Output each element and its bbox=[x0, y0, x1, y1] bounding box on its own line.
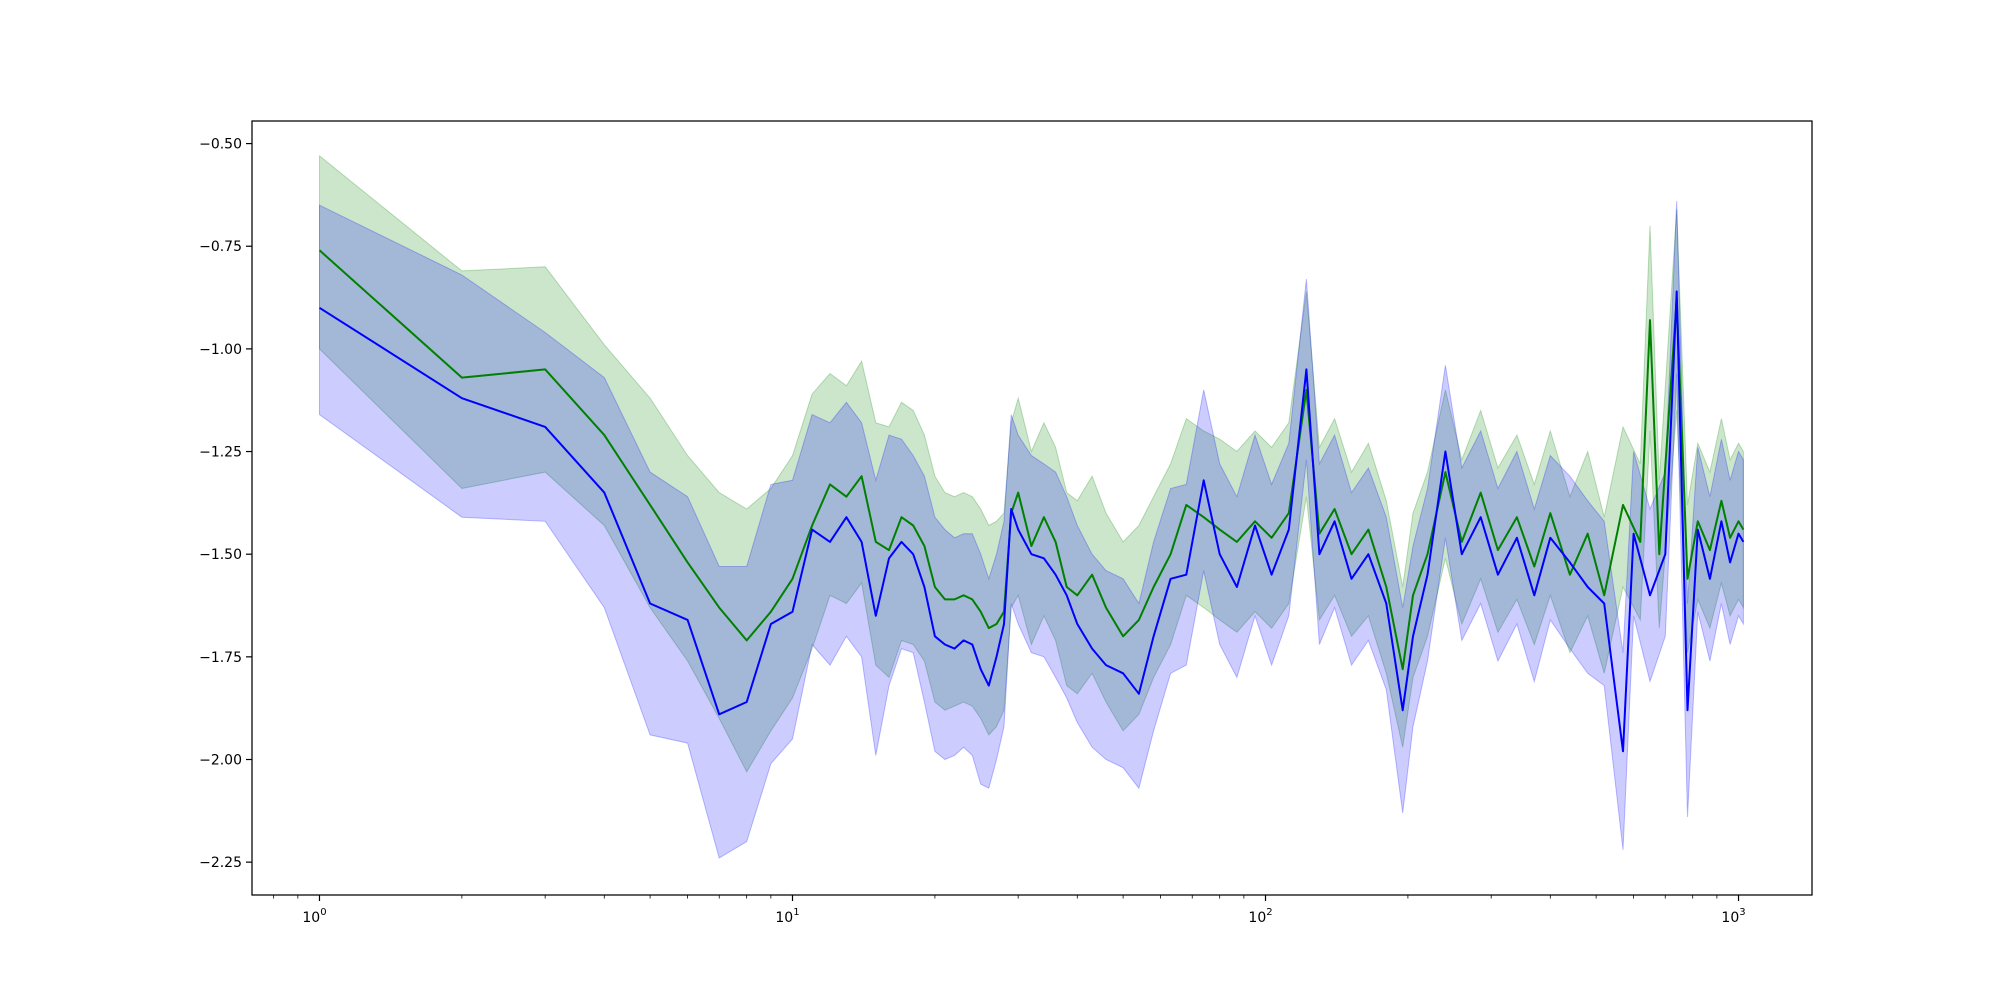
confidence-band-1 bbox=[319, 154, 1744, 773]
series-line-1 bbox=[318, 249, 1745, 671]
series-line-2 bbox=[318, 290, 1745, 753]
plot-area bbox=[318, 154, 1745, 859]
y-tick-label: −2.25 bbox=[199, 855, 242, 871]
y-tick-label: −1.75 bbox=[199, 650, 242, 666]
y-tick-label: −1.25 bbox=[199, 445, 242, 461]
confidence-bands bbox=[319, 154, 1744, 859]
y-axis: −0.50 −0.75 −1.00 −1.25 −1.50 −1.75 −2.00 −2.25 bbox=[199, 137, 252, 871]
x-tick-label: 102 bbox=[1248, 907, 1272, 926]
x-tick-label: 101 bbox=[775, 907, 799, 926]
y-tick-label: −0.75 bbox=[199, 239, 242, 255]
y-tick-label: −2.00 bbox=[199, 752, 242, 768]
axes-frame bbox=[251, 120, 1813, 896]
y-tick-label: −0.50 bbox=[199, 137, 242, 153]
confidence-band-2 bbox=[319, 201, 1744, 859]
y-tick-label: −1.00 bbox=[199, 342, 242, 358]
x-axis: 100 101 102 103 bbox=[273, 895, 1746, 926]
x-tick-label: 103 bbox=[1721, 907, 1745, 926]
y-tick-label: −1.50 bbox=[199, 547, 242, 563]
x-tick-label: 100 bbox=[302, 907, 326, 926]
series-lines bbox=[318, 249, 1745, 753]
